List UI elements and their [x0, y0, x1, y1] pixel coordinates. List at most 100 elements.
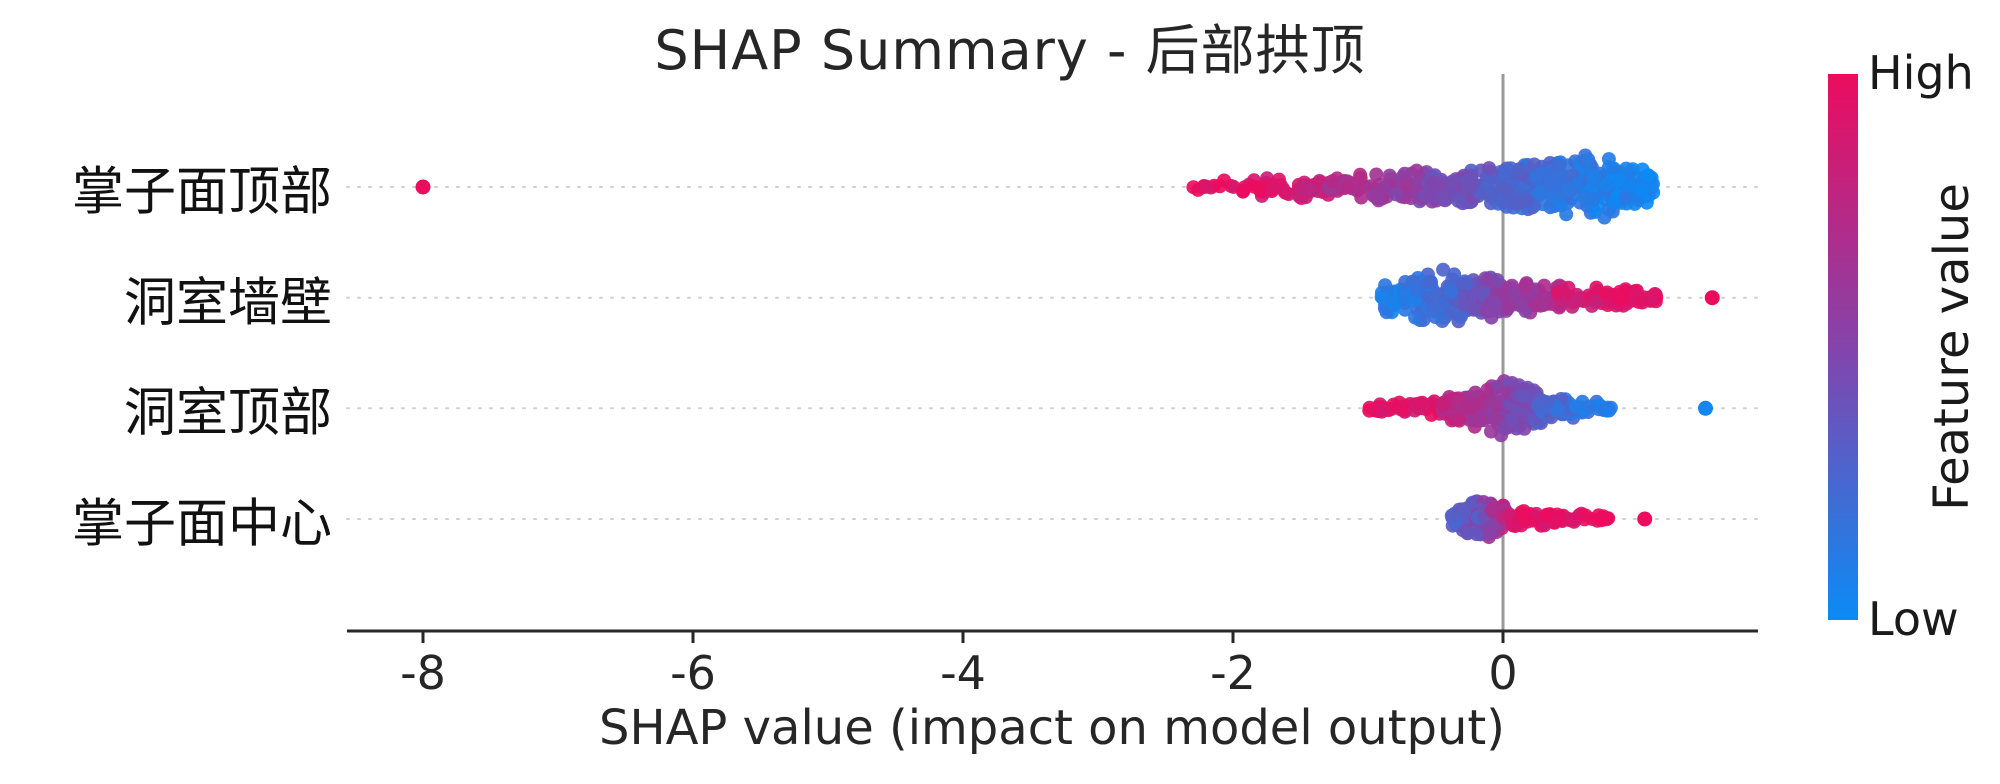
shap-point: [1619, 161, 1634, 176]
shap-point: [1462, 412, 1477, 427]
shap-point: [1392, 400, 1406, 415]
chart-title: SHAP Summary - 后部拱顶: [654, 19, 1366, 82]
shap-point: [1601, 160, 1616, 175]
shap-point: [1484, 310, 1499, 325]
shap-point: [1641, 168, 1656, 183]
shap-point: [1518, 278, 1533, 293]
shap-point: [1408, 294, 1422, 308]
shap-point: [1272, 172, 1286, 187]
shap-point: [1485, 189, 1500, 204]
shap-point: [1514, 298, 1529, 313]
shap-point: [1618, 191, 1632, 206]
shap-point: [1399, 178, 1414, 193]
shap-point: [1482, 161, 1497, 176]
shap-point: [1568, 294, 1583, 308]
x-tick-label: -2: [1210, 646, 1256, 700]
shap-outlier-point: [1637, 511, 1653, 527]
shap-point: [1496, 386, 1511, 401]
colorbar-low-label: Low: [1868, 592, 1959, 646]
shap-point: [1472, 412, 1487, 427]
shap-point: [1600, 511, 1615, 526]
shap-point: [1413, 396, 1428, 411]
shap-point: [1500, 301, 1515, 316]
shap-point: [1505, 412, 1520, 427]
shap-point: [1253, 184, 1268, 199]
shap-point: [1468, 385, 1483, 400]
shap-point: [1422, 183, 1437, 198]
shap-point: [1635, 295, 1650, 310]
shap-point: [1586, 192, 1601, 207]
shap-point: [1560, 182, 1575, 197]
shap-point: [1543, 176, 1558, 191]
shap-point: [1212, 179, 1227, 194]
shap-point: [1447, 267, 1462, 282]
shap-point: [1486, 395, 1501, 409]
shap-point: [1512, 162, 1527, 177]
shap-point: [1581, 152, 1596, 167]
shap-point: [1552, 512, 1567, 527]
shap-point: [1484, 503, 1499, 518]
shap-point: [1408, 310, 1423, 325]
shap-point: [1550, 285, 1565, 300]
shap-point: [1586, 169, 1601, 184]
shap-point: [1602, 403, 1616, 418]
shap-point: [1370, 191, 1385, 206]
shap-point: [1398, 275, 1413, 289]
shap-point: [1351, 182, 1366, 197]
shap-outlier-point: [1704, 290, 1720, 306]
shap-point: [1452, 413, 1467, 428]
shap-point: [1611, 172, 1626, 187]
shap-point: [1480, 382, 1495, 397]
shap-point: [1463, 180, 1478, 195]
x-tick-label: -8: [400, 646, 446, 700]
shap-point: [1568, 399, 1583, 414]
shap-point: [1353, 171, 1368, 186]
shap-point: [1425, 301, 1440, 316]
shap-point: [1378, 180, 1393, 195]
shap-point: [1375, 402, 1390, 417]
shap-point: [1552, 158, 1567, 173]
shap-point: [1436, 262, 1451, 277]
shap-point: [1378, 278, 1393, 293]
shap-point: [1236, 183, 1251, 198]
colorbar-axis-label: Feature value: [1924, 183, 1980, 511]
shap-point: [1502, 507, 1517, 522]
x-tick-label: -6: [670, 646, 716, 700]
shap-point: [1529, 171, 1544, 186]
shap-point: [1481, 526, 1496, 541]
shap-point: [1609, 288, 1624, 303]
shap-point: [1369, 167, 1384, 182]
y-tick-label-3: 洞室顶部: [123, 383, 332, 444]
shap-point: [1519, 194, 1534, 208]
shap-point: [1582, 399, 1597, 414]
shap-point: [1277, 185, 1292, 200]
shap-point: [1561, 280, 1576, 295]
shap-point: [1499, 182, 1514, 197]
shap-point: [1451, 193, 1466, 208]
y-tick-label-1: 掌子面顶部: [71, 162, 332, 223]
shap-point: [1634, 183, 1649, 198]
shap-outlier-point: [415, 179, 431, 195]
shap-point: [1630, 171, 1645, 186]
shap-point: [1566, 513, 1581, 528]
shap-point: [1487, 295, 1502, 310]
shap-point: [1444, 285, 1459, 300]
shap-point: [1553, 198, 1568, 213]
shap-point: [1506, 287, 1521, 302]
shap-point: [1199, 179, 1214, 194]
shap-point: [1588, 294, 1603, 309]
shap-point: [1424, 407, 1439, 422]
beeswarm-points: [415, 148, 1720, 545]
colorbar-gradient: [1828, 74, 1858, 620]
shap-point: [1264, 182, 1279, 197]
shap-point: [1517, 421, 1532, 436]
x-axis-title: SHAP value (impact on model output): [599, 700, 1505, 756]
shap-point: [1599, 178, 1614, 193]
shap-point: [1528, 298, 1543, 313]
shap-point: [1457, 278, 1472, 292]
shap-point: [1484, 424, 1498, 439]
shap-point: [1515, 389, 1530, 404]
shap-point: [1444, 508, 1459, 523]
